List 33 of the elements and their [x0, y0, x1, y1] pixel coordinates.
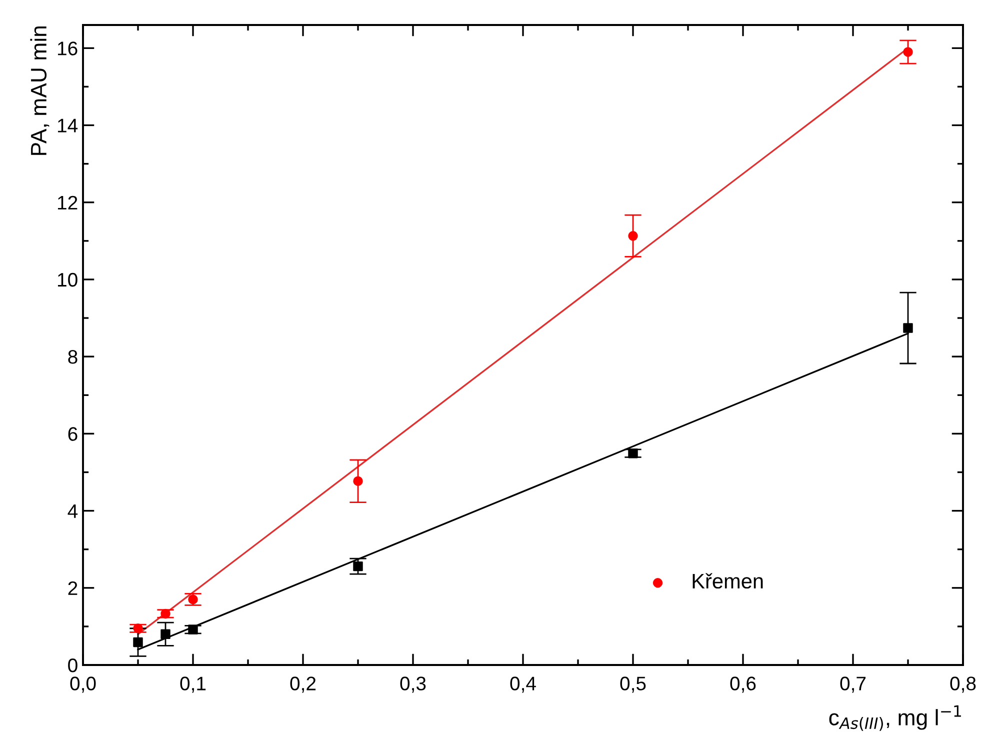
- point: [188, 624, 198, 634]
- y-axis-title: PA, mAU min: [30, 26, 50, 155]
- point: [160, 629, 170, 640]
- y-tick-label: 14: [58, 118, 78, 132]
- y-tick-label: 16: [58, 42, 78, 56]
- point: [133, 624, 143, 634]
- y-tick-label: 4: [68, 504, 78, 518]
- x-tick-label: 0,8: [950, 676, 976, 693]
- point: [133, 637, 143, 648]
- x-tick-label: 0,6: [730, 676, 756, 693]
- point: [628, 448, 638, 458]
- y-tick-label: 6: [68, 427, 78, 441]
- y-tick-label: 12: [58, 196, 78, 210]
- point: [903, 47, 913, 57]
- point: [188, 594, 198, 604]
- y-tick-label: 8: [68, 350, 78, 364]
- x-tick-label: 0,1: [180, 676, 206, 693]
- x-tick-label: 0,3: [400, 676, 426, 693]
- x-tick-label: 0,5: [620, 676, 646, 693]
- x-tick-label: 0,4: [510, 676, 536, 693]
- legend-label: Křemen: [692, 573, 763, 589]
- y-tick-label: 0: [68, 658, 78, 672]
- point: [353, 561, 363, 572]
- x-tick-label: 0,0: [70, 676, 96, 693]
- x-axis-title: c$_{As(III)}$, mg l$^{−1}$: [829, 705, 961, 731]
- y-tick-label: 2: [68, 581, 78, 595]
- x-tick-label: 0,7: [840, 676, 866, 693]
- point: [353, 476, 363, 486]
- point: [903, 323, 913, 333]
- y-tick-label: 10: [58, 272, 78, 287]
- point: [628, 231, 638, 241]
- point: [160, 608, 170, 619]
- x-tick-label: 0,2: [290, 676, 316, 693]
